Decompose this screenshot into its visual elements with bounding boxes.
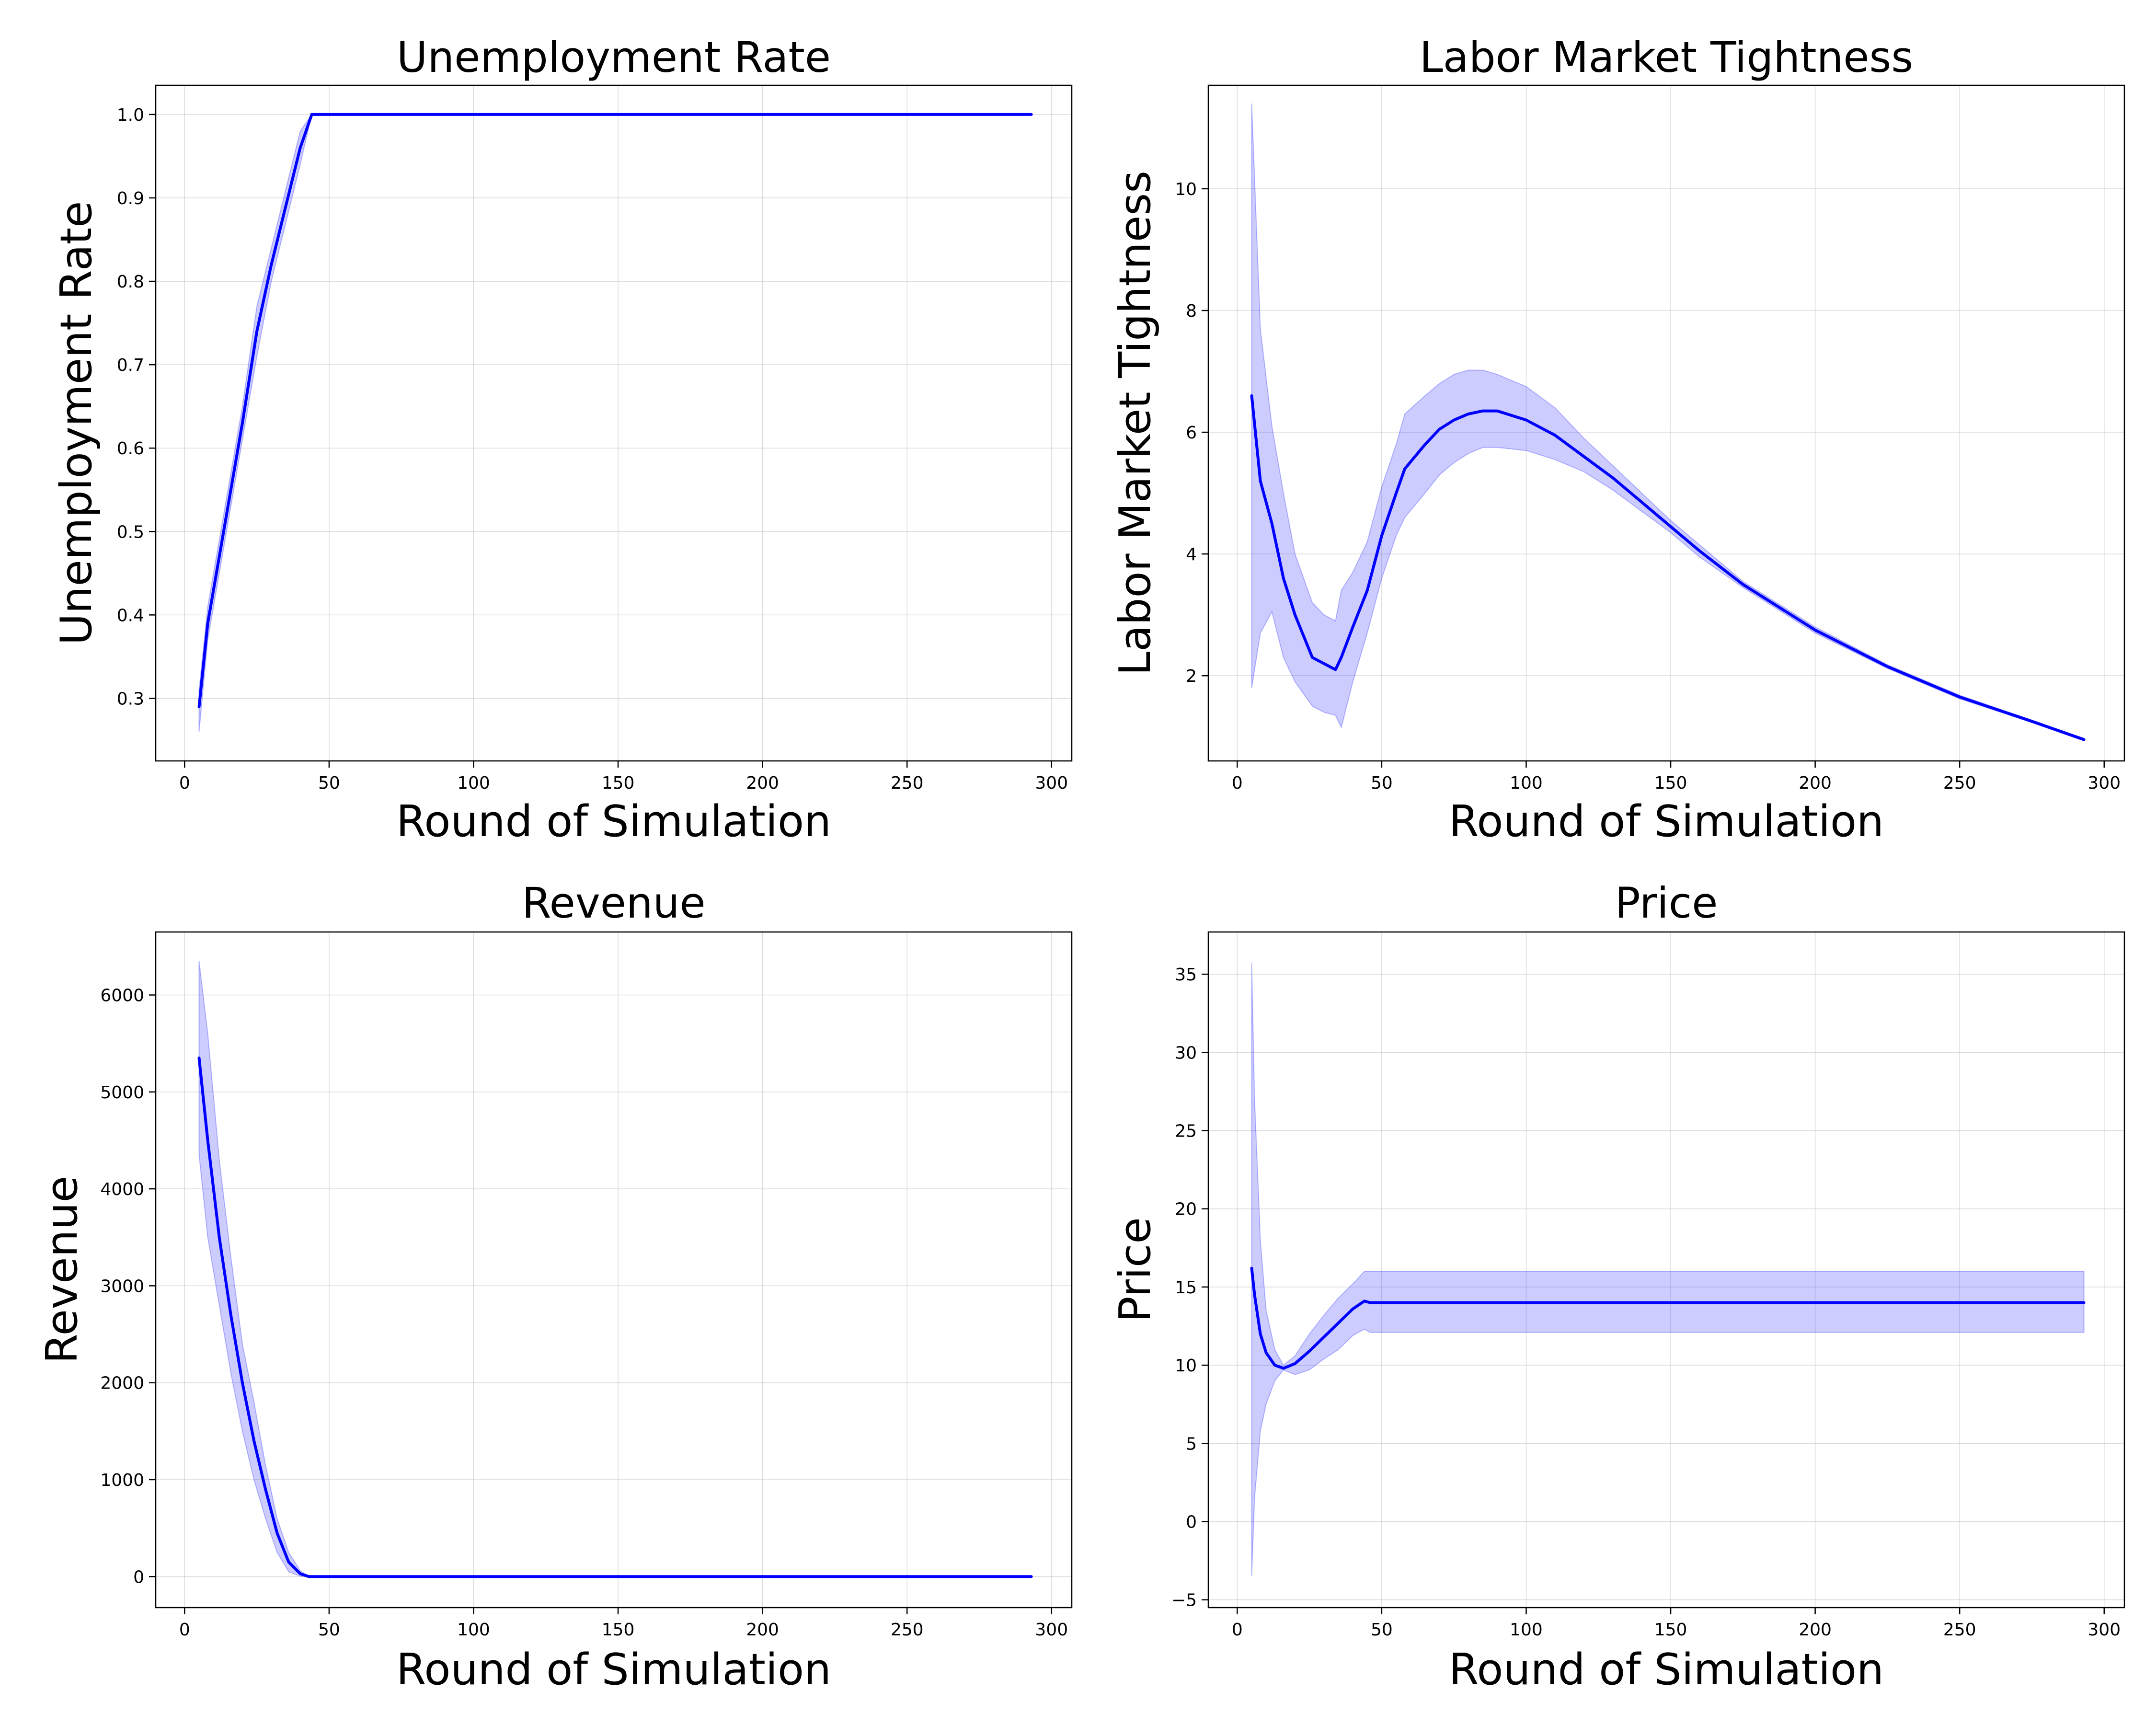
y-tick-label: −5: [1171, 1591, 1197, 1610]
confidence-band: [1251, 963, 2085, 1576]
y-tick-label: 1.0: [117, 105, 144, 125]
x-tick-label: 150: [602, 1620, 635, 1640]
y-tick-label: 4000: [100, 1180, 144, 1199]
y-tick-label: 0.3: [117, 689, 144, 709]
y-tick-label: 5: [1186, 1434, 1197, 1454]
y-tick-label: 5000: [100, 1083, 144, 1103]
x-axis-label: Round of Simulation: [396, 1644, 831, 1695]
x-tick-label: 100: [1510, 1620, 1543, 1640]
x-axis-label: Round of Simulation: [1449, 796, 1884, 847]
panel-title: Price: [1615, 878, 1718, 928]
axes-frame: [1207, 84, 2125, 762]
ticks-layer: 0 50 100 150 200 250 300 2 4 6 8 10: [1175, 180, 2121, 793]
y-tick-label: 0.9: [117, 189, 144, 208]
y-tick-label: 10: [1175, 1356, 1197, 1376]
y-tick-label: 0: [1186, 1512, 1197, 1532]
x-tick-label: 250: [891, 773, 924, 793]
y-tick-label: 10: [1175, 180, 1197, 199]
x-tick-label: 200: [746, 1620, 779, 1640]
y-tick-label: 3000: [100, 1276, 144, 1296]
y-tick-label: 0.6: [117, 439, 144, 459]
y-tick-label: 25: [1175, 1122, 1197, 1141]
panel-title: Labor Market Tightness: [1420, 33, 1914, 82]
panel-price: Price 0 50 100 150 200 250 300 −5 0 5 10 15 20 25 30 35…: [1110, 878, 2125, 1695]
panel-title: Unemployment Rate: [397, 33, 831, 82]
series-line: [197, 1057, 1033, 1578]
x-tick-label: 100: [457, 773, 490, 793]
axes-frame: [155, 84, 1073, 762]
x-tick-label: 50: [318, 773, 340, 793]
y-tick-label: 0.4: [117, 606, 144, 625]
y-tick-label: 30: [1175, 1043, 1197, 1063]
y-tick-label: 6: [1186, 423, 1197, 443]
y-axis-label: Labor Market Tightness: [1110, 171, 1160, 676]
x-axis-label: Round of Simulation: [1449, 1644, 1884, 1695]
ticks-layer: 0 50 100 150 200 250 300 0.3 0.4 0.5 0.6 0.7 0.8 0.9 1…: [117, 105, 1068, 793]
y-tick-label: 35: [1175, 965, 1197, 985]
x-tick-label: 200: [746, 773, 779, 793]
x-tick-label: 100: [457, 1620, 490, 1640]
confidence-band: [1251, 104, 2085, 742]
axes-frame: [1207, 931, 2125, 1609]
grid-layer: [1208, 932, 2124, 1608]
x-tick-label: 200: [1799, 773, 1832, 793]
y-tick-label: 20: [1175, 1200, 1197, 1219]
x-tick-label: 50: [1371, 1620, 1393, 1640]
confidence-band: [198, 114, 1032, 732]
y-tick-label: 2: [1186, 667, 1197, 686]
grid-layer: [156, 85, 1072, 761]
axes-frame: [155, 931, 1073, 1609]
x-tick-label: 150: [602, 773, 635, 793]
y-tick-label: 8: [1186, 301, 1197, 321]
grid-layer: [156, 932, 1072, 1608]
series-line: [1250, 394, 2086, 741]
panel-revenue: Revenue 0 50 100 150 200 250 30001000200030004…: [37, 878, 1073, 1695]
x-tick-label: 250: [1943, 1620, 1976, 1640]
x-tick-label: 200: [1799, 1620, 1832, 1640]
y-axis-label: Price: [1110, 1217, 1160, 1322]
x-tick-label: 0: [179, 1620, 190, 1640]
y-tick-label: 0.8: [117, 272, 144, 292]
y-tick-label: 0: [133, 1567, 144, 1587]
y-tick-label: 15: [1175, 1278, 1197, 1298]
x-tick-label: 0: [1232, 1620, 1243, 1640]
ticks-layer: 0 50 100 150 200 250 3000100020003000400050006…: [100, 986, 1068, 1640]
x-tick-label: 300: [2087, 773, 2121, 793]
series-line: [1250, 1266, 2086, 1370]
x-tick-label: 250: [1943, 773, 1976, 793]
grid-layer: [1208, 85, 2124, 761]
panel-unemployment-rate: Unemployment Rate 0 50 100 150 200 250 3000.30…: [51, 33, 1073, 847]
x-tick-label: 0: [179, 773, 190, 793]
y-tick-label: 2000: [100, 1374, 144, 1393]
x-tick-label: 300: [2087, 1620, 2121, 1640]
y-tick-label: 0.5: [117, 522, 144, 542]
x-tick-label: 300: [1035, 1620, 1068, 1640]
x-tick-label: 150: [1654, 1620, 1687, 1640]
y-axis-label: Revenue: [37, 1176, 87, 1364]
x-axis-label: Round of Simulation: [396, 796, 831, 847]
series-line: [197, 113, 1033, 708]
x-tick-label: 100: [1510, 773, 1543, 793]
y-tick-label: 4: [1186, 545, 1197, 564]
confidence-band: [198, 961, 1032, 1577]
panel-title: Revenue: [522, 878, 705, 928]
y-tick-label: 1000: [100, 1471, 144, 1490]
y-tick-label: 0.7: [117, 356, 144, 375]
x-tick-label: 250: [891, 1620, 924, 1640]
x-tick-label: 150: [1654, 773, 1687, 793]
y-axis-label: Unemployment Rate: [51, 201, 102, 645]
x-tick-label: 50: [318, 1620, 340, 1640]
panel-labor-market-tightness: Labor Market Tightness 0 50 100 150 200 250 30…: [1110, 33, 2125, 847]
x-tick-label: 50: [1371, 773, 1393, 793]
x-tick-label: 0: [1232, 773, 1243, 793]
y-tick-label: 6000: [100, 986, 144, 1005]
ticks-layer: 0 50 100 150 200 250 300 −5 0 5 10 15 20 25 30 35: [1171, 965, 2121, 1640]
x-tick-label: 300: [1035, 773, 1068, 793]
